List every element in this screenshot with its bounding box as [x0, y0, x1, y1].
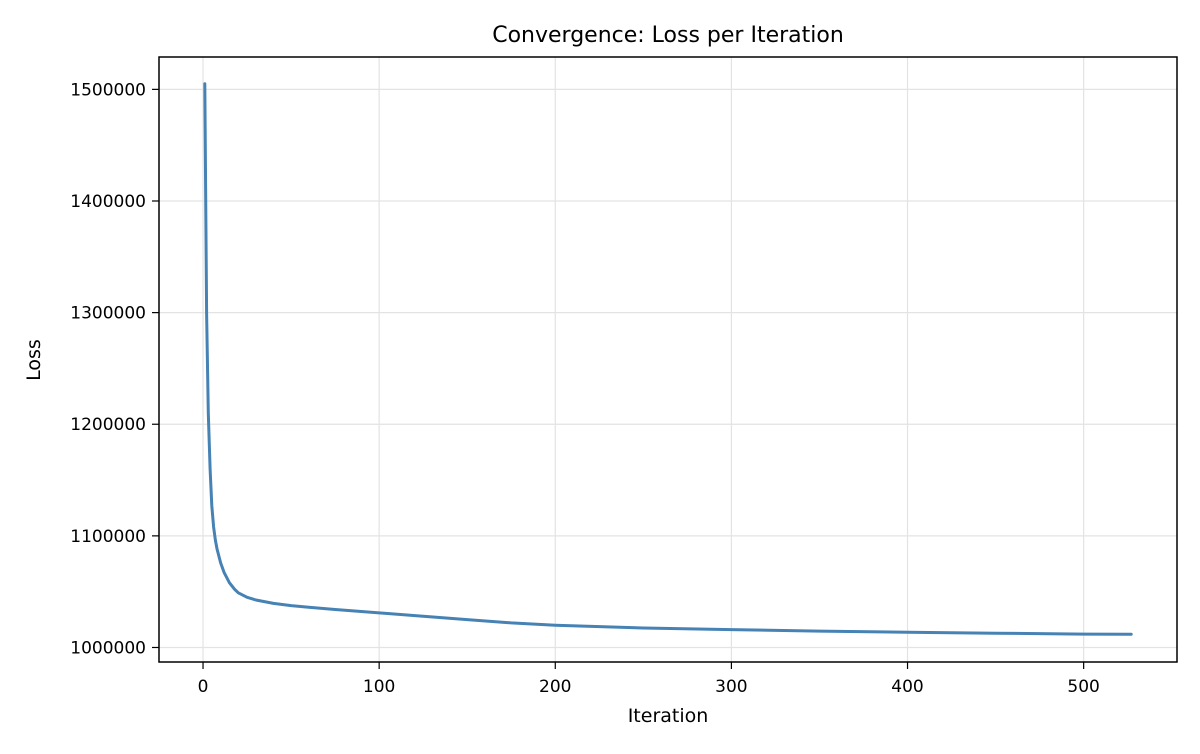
y-tick-label: 1000000 [70, 638, 146, 658]
x-axis-ticks: 0 100 200 300 400 500 [198, 662, 1100, 697]
y-axis-ticks: 1000000 1100000 1200000 1300000 1400000 15000… [70, 80, 159, 658]
grid-lines [159, 57, 1177, 662]
x-tick-label: 500 [1067, 677, 1099, 697]
y-tick-label: 1100000 [70, 527, 146, 547]
y-tick-label: 1500000 [70, 80, 146, 100]
x-tick-label: 400 [891, 677, 923, 697]
x-tick-label: 300 [715, 677, 747, 697]
y-tick-label: 1300000 [70, 304, 146, 324]
x-tick-label: 200 [539, 677, 571, 697]
y-tick-label: 1400000 [70, 192, 146, 212]
y-tick-label: 1200000 [70, 415, 146, 435]
plot-area-frame [158, 56, 1178, 663]
loss-series-line [203, 82, 1133, 636]
x-tick-label: 100 [363, 677, 395, 697]
x-axis-label: Iteration [628, 705, 709, 727]
chart-title: Convergence: Loss per Iteration [492, 23, 844, 48]
y-axis-label: Loss [23, 339, 45, 381]
x-tick-label: 0 [198, 677, 209, 697]
series-layer [203, 82, 1133, 636]
